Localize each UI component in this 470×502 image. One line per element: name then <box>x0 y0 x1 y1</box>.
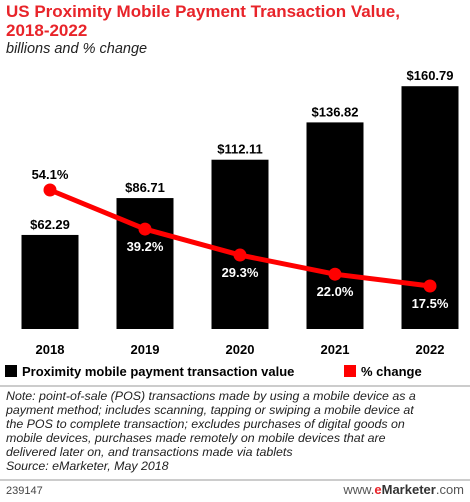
chart-title-line-1: US Proximity Mobile Payment Transaction … <box>6 2 400 21</box>
note-line: payment method; includes scanning, tappi… <box>6 403 414 417</box>
legend-swatch-line <box>344 365 356 377</box>
legend-label-bars: Proximity mobile payment transaction val… <box>22 364 294 379</box>
note-line: Note: point-of-sale (POS) transactions m… <box>6 389 416 403</box>
pct-change-label: 54.1% <box>32 167 69 182</box>
pct-change-point <box>328 267 342 281</box>
bar <box>211 159 269 329</box>
pct-change-point <box>138 222 152 236</box>
note-line: the POS to complete transaction; exclude… <box>6 417 405 431</box>
x-tick-label: 2022 <box>416 342 445 357</box>
logo-suffix: .com <box>435 482 464 497</box>
bar-value-label: $62.29 <box>30 217 70 232</box>
chart-note: Note: point-of-sale (POS) transactions m… <box>6 389 466 473</box>
x-tick-label: 2018 <box>36 342 65 357</box>
note-line: mobile devices, purchases made remotely … <box>6 431 386 445</box>
x-tick-label: 2019 <box>131 342 160 357</box>
logo-e: e <box>374 482 382 497</box>
source-line: Source: eMarketer, May 2018 <box>6 459 169 473</box>
pct-change-point <box>423 279 437 293</box>
pct-change-label: 29.3% <box>222 265 259 280</box>
bar-value-label: $160.79 <box>407 68 454 83</box>
bar <box>21 234 79 329</box>
bar-value-label: $86.71 <box>125 180 165 195</box>
pct-change-label: 17.5% <box>412 296 449 311</box>
legend-label-line: % change <box>361 364 422 379</box>
logo-prefix: www. <box>343 482 375 497</box>
bar <box>401 86 459 330</box>
bar-value-label: $136.82 <box>312 104 359 119</box>
emarketer-logo: www.eMarketer.com <box>343 482 464 497</box>
chart-title: US Proximity Mobile Payment Transaction … <box>6 2 464 40</box>
pct-change-point <box>43 183 57 197</box>
pct-change-label: 22.0% <box>317 284 354 299</box>
bar-value-label: $112.11 <box>217 142 263 157</box>
x-tick-label: 2021 <box>321 342 350 357</box>
chart-title-line-2: 2018-2022 <box>6 21 88 40</box>
bar <box>306 122 364 330</box>
chart-id: 239147 <box>6 485 43 497</box>
x-tick-label: 2020 <box>226 342 255 357</box>
chart-subtitle: billions and % change <box>6 41 148 57</box>
legend-swatch-bars <box>5 365 17 377</box>
pct-change-point <box>233 248 247 262</box>
logo-marketer: Marketer <box>381 482 436 497</box>
bar <box>116 198 174 329</box>
pct-change-label: 39.2% <box>127 239 164 254</box>
note-line: delivered later on, and transactions mad… <box>6 445 293 459</box>
